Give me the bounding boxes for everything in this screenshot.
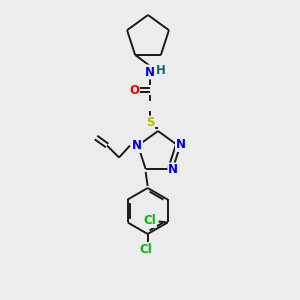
Text: Cl: Cl (143, 214, 156, 227)
Text: O: O (129, 83, 139, 97)
Text: N: N (132, 139, 142, 152)
Text: Cl: Cl (139, 244, 152, 256)
Text: S: S (146, 116, 154, 130)
Text: H: H (156, 64, 166, 76)
Text: N: N (176, 138, 186, 151)
Text: N: N (145, 65, 155, 79)
Text: N: N (168, 164, 178, 176)
